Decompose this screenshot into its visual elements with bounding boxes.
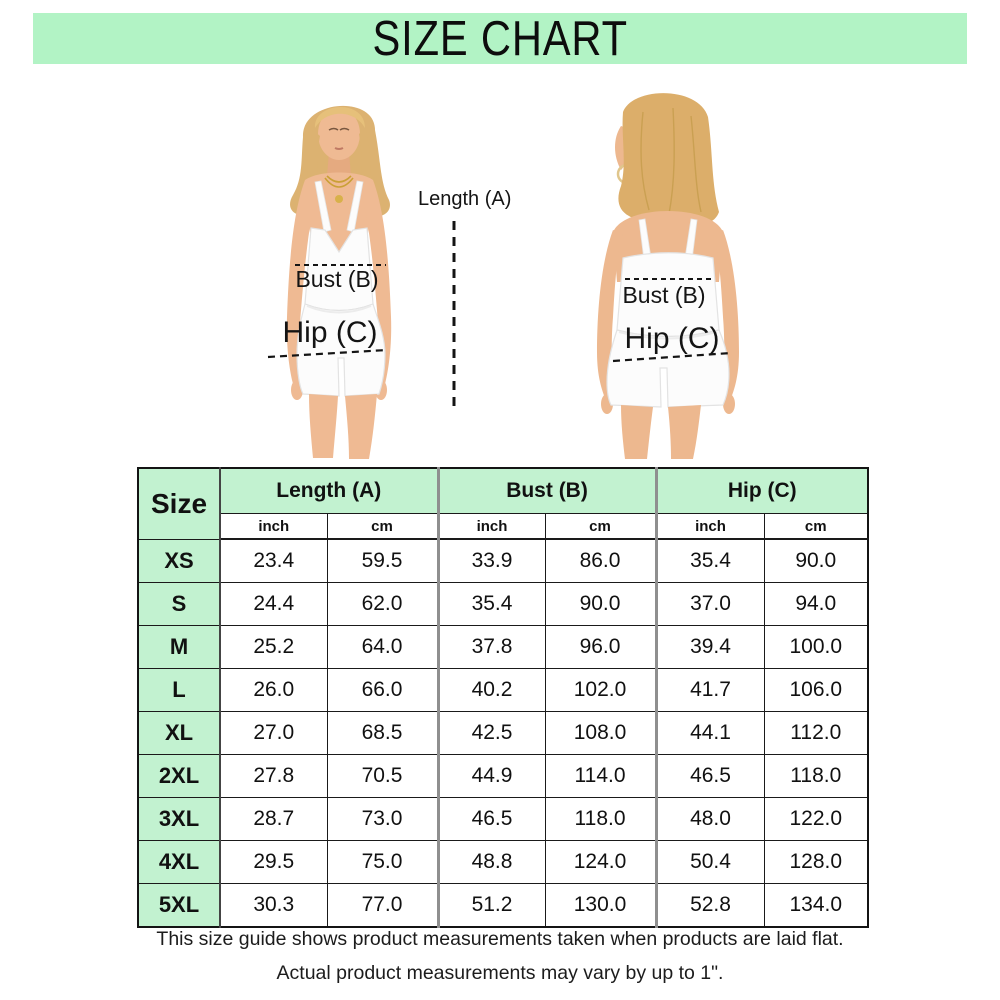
back-bust-measure-label: Bust (B) (622, 282, 706, 308)
cell: 44.9 (436, 754, 546, 798)
cell: 25.2 (219, 625, 328, 669)
cell: 64.0 (326, 625, 439, 669)
size-label: M (137, 625, 221, 669)
cell: 42.5 (436, 711, 546, 755)
cell: 118.0 (763, 754, 869, 798)
cell: 96.0 (544, 625, 657, 669)
bust-group-header: Bust (B) (436, 467, 657, 514)
length-group-header: Length (A) (219, 467, 439, 514)
cell: 37.0 (654, 582, 765, 626)
table-units-row: inch cm inch cm inch cm (138, 513, 869, 540)
unit-header: cm (326, 513, 439, 540)
cell: 33.9 (436, 538, 546, 583)
cell: 73.0 (326, 797, 439, 841)
cell: 70.5 (326, 754, 439, 798)
cell: 94.0 (763, 582, 869, 626)
cell: 27.0 (219, 711, 328, 755)
cell: 86.0 (544, 538, 657, 583)
cell: 124.0 (544, 840, 657, 884)
cell: 118.0 (544, 797, 657, 841)
table-row: XS 23.4 59.5 33.9 86.0 35.4 90.0 (137, 538, 869, 583)
cell: 102.0 (544, 668, 657, 712)
cell: 112.0 (763, 711, 869, 755)
table-row: 5XL 30.3 77.0 51.2 130.0 52.8 134.0 (137, 883, 869, 928)
cell: 52.8 (654, 883, 765, 928)
table-row: XL 27.0 68.5 42.5 108.0 44.1 112.0 (137, 711, 869, 755)
unit-header: cm (544, 513, 657, 540)
back-model-photo (597, 93, 739, 459)
cell: 114.0 (544, 754, 657, 798)
hip-group-header: Hip (C) (654, 467, 869, 514)
cell: 48.8 (436, 840, 546, 884)
cell: 100.0 (763, 625, 869, 669)
front-hip-measure-label: Hip (C) (282, 316, 378, 349)
size-label: XL (137, 711, 221, 755)
cell: 51.2 (436, 883, 546, 928)
cell: 48.0 (654, 797, 765, 841)
table-header-row: Size Length (A) Bust (B) Hip (C) (137, 467, 869, 540)
cell: 44.1 (654, 711, 765, 755)
cell: 27.8 (219, 754, 328, 798)
cell: 50.4 (654, 840, 765, 884)
cell: 35.4 (436, 582, 546, 626)
cell: 40.2 (436, 668, 546, 712)
unit-header: inch (436, 513, 546, 540)
cell: 37.8 (436, 625, 546, 669)
cell: 26.0 (219, 668, 328, 712)
length-measure-label: Length (A) (418, 188, 512, 210)
size-label: 2XL (137, 754, 221, 798)
cell: 30.3 (219, 883, 328, 928)
cell: 29.5 (219, 840, 328, 884)
cell: 59.5 (326, 538, 439, 583)
unit-header: cm (763, 513, 869, 540)
cell: 68.5 (326, 711, 439, 755)
table-row: 3XL 28.7 73.0 46.5 118.0 48.0 122.0 (137, 797, 869, 841)
table-row: M 25.2 64.0 37.8 96.0 39.4 100.0 (137, 625, 869, 669)
cell: 46.5 (654, 754, 765, 798)
table-row: 4XL 29.5 75.0 48.8 124.0 50.4 128.0 (137, 840, 869, 884)
cell: 128.0 (763, 840, 869, 884)
cell: 23.4 (219, 538, 328, 583)
cell: 75.0 (326, 840, 439, 884)
size-label: L (137, 668, 221, 712)
cell: 134.0 (763, 883, 869, 928)
cell: 24.4 (219, 582, 328, 626)
cell: 90.0 (763, 538, 869, 583)
cell: 122.0 (763, 797, 869, 841)
size-table: Size Length (A) Bust (B) Hip (C) inch cm… (137, 467, 870, 928)
cell: 106.0 (763, 668, 869, 712)
title-banner: SIZE CHART (33, 11, 967, 66)
back-hip-measure-label: Hip (C) (624, 322, 720, 355)
size-label: 3XL (137, 797, 221, 841)
size-label: 5XL (137, 883, 221, 928)
size-column-header: Size (137, 467, 221, 540)
cell: 28.7 (219, 797, 328, 841)
size-label: S (137, 582, 221, 626)
cell: 90.0 (544, 582, 657, 626)
cell: 130.0 (544, 883, 657, 928)
cell: 35.4 (654, 538, 765, 583)
front-model-photo (286, 105, 392, 459)
footer-note-line2: Actual product measurements may vary by … (276, 962, 724, 984)
cell: 77.0 (326, 883, 439, 928)
table-row: S 24.4 62.0 35.4 90.0 37.0 94.0 (137, 582, 869, 626)
page-title: SIZE CHART (372, 11, 628, 66)
cell: 46.5 (436, 797, 546, 841)
cell: 41.7 (654, 668, 765, 712)
cell: 62.0 (326, 582, 439, 626)
cell: 39.4 (654, 625, 765, 669)
cell: 66.0 (326, 668, 439, 712)
table-row: 2XL 27.8 70.5 44.9 114.0 46.5 118.0 (137, 754, 869, 798)
size-label: XS (137, 538, 221, 583)
cell: 108.0 (544, 711, 657, 755)
table-row: L 26.0 66.0 40.2 102.0 41.7 106.0 (137, 668, 869, 712)
unit-header: inch (654, 513, 765, 540)
size-label: 4XL (137, 840, 221, 884)
unit-header: inch (219, 513, 328, 540)
footer-note-line1: This size guide shows product measuremen… (156, 928, 844, 950)
measurement-lines (267, 221, 732, 409)
front-bust-measure-label: Bust (B) (295, 266, 379, 292)
